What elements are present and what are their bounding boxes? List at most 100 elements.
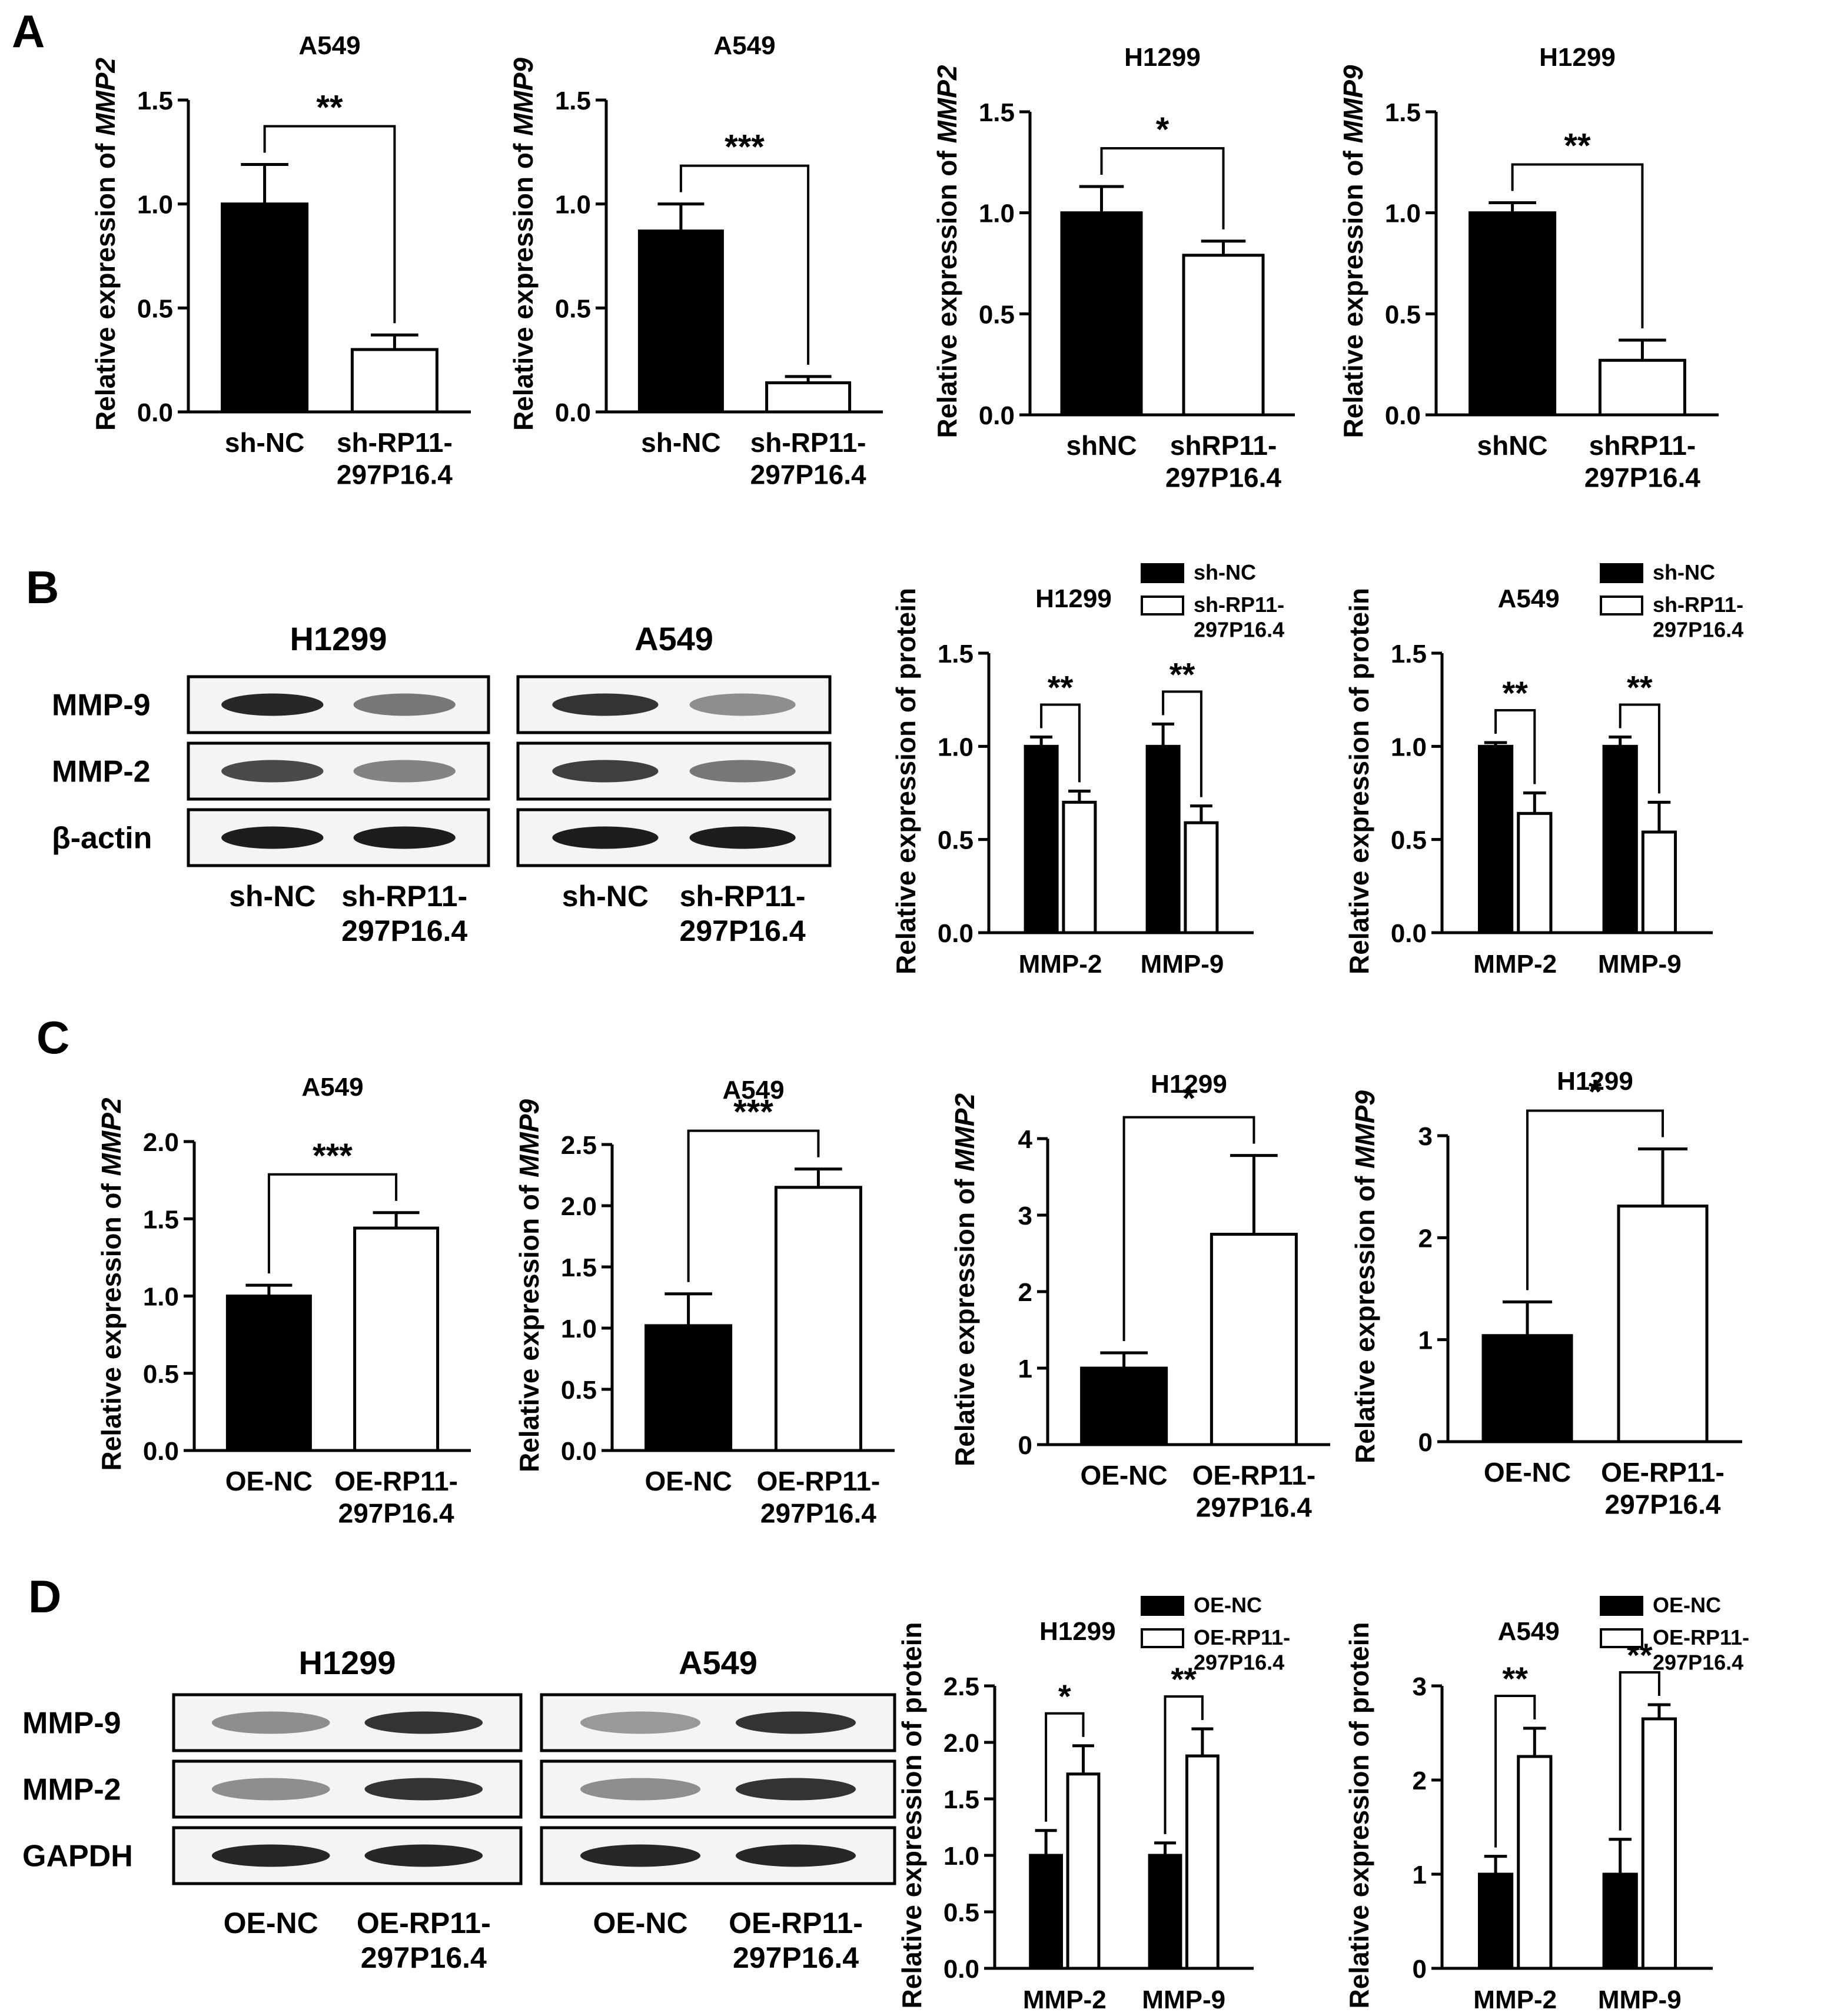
y-axis-label-gene: MMP9 — [1350, 1090, 1380, 1169]
bar — [1210, 1233, 1298, 1446]
legend-swatch — [1141, 1628, 1184, 1648]
blot-row-label: MMP-2 — [52, 755, 151, 789]
chart-title: H1299 — [1124, 43, 1201, 72]
y-tick-label: 1.0 — [555, 191, 591, 219]
protein-band — [364, 1778, 483, 1801]
y-tick-label: 0.5 — [555, 294, 591, 323]
significance-stars: ** — [1048, 669, 1074, 706]
y-tick-label: 1 — [1418, 1326, 1433, 1355]
western-blot-3: H1299 MMP-9 MMP-2 GAPDH OE-NC OE-RP11-297P16.… — [22, 1644, 523, 1974]
y-tick-label: 1.5 — [943, 1785, 979, 1814]
chart-title: H1299 — [1151, 1070, 1227, 1099]
protein-band — [689, 826, 796, 849]
x-tick-label-line: OE-RP11- — [757, 1466, 881, 1496]
y-tick-label: 1.5 — [1391, 640, 1427, 668]
y-axis-label: Relative expression of MMP2 — [90, 58, 121, 431]
legend-label: sh-RP11-297P16.4 — [1194, 593, 1284, 641]
y-tick-label: 3 — [1413, 1672, 1427, 1701]
legend-swatch — [1600, 1628, 1643, 1648]
significance-bracket — [1045, 1712, 1085, 1822]
y-tick-label: 1.5 — [938, 640, 974, 668]
y-tick-label: 0 — [1418, 1428, 1433, 1457]
legend-swatch — [1141, 563, 1184, 583]
blot-title: H1299 — [298, 1644, 396, 1681]
blot-lane-label: OE-RP11-297P16.4 — [729, 1907, 863, 1974]
y-tick-label: 2.5 — [561, 1131, 597, 1160]
x-tick-label: shNC — [1066, 430, 1137, 461]
y-tick-label: 1.5 — [979, 98, 1015, 127]
chart-12: 0 1 2 3 Relative expression of protein A549 **… — [1344, 1593, 1749, 2014]
significance-bracket — [1162, 690, 1202, 797]
blot-row-label: MMP-9 — [22, 1706, 121, 1741]
western-blot-2: A549 sh-NC sh-RP11-297P16.4 — [516, 620, 832, 947]
protein-band — [211, 1844, 330, 1867]
y-tick-label: 1.5 — [143, 1205, 179, 1234]
significance-stars: ** — [1502, 674, 1528, 711]
y-axis-label-gene: MMP2 — [96, 1097, 127, 1176]
significance-bracket — [687, 1129, 820, 1282]
y-tick-label: 0 — [1413, 1955, 1427, 1984]
significance-stars: * — [1156, 111, 1170, 149]
y-axis-label-prefix: Relative expression of — [90, 136, 121, 431]
significance-bracket — [1619, 703, 1660, 794]
protein-band — [736, 1711, 856, 1734]
significance-stars: ** — [316, 89, 343, 127]
significance-bracket — [1494, 709, 1536, 784]
y-tick-label: 1 — [1018, 1355, 1032, 1383]
y-tick-label: 2 — [1413, 1767, 1427, 1795]
legend-swatch — [1141, 596, 1184, 616]
y-axis-label-prefix: Relative expression of — [96, 1176, 127, 1471]
y-tick-label: 0.0 — [561, 1437, 597, 1466]
bar — [1641, 830, 1677, 934]
x-tick-label: MMP-2 — [1473, 1985, 1557, 2014]
x-tick-label: MMP-9 — [1141, 950, 1224, 979]
blot-lane-label: OE-RP11-297P16.4 — [357, 1907, 491, 1974]
blot-lane-label-line: sh-RP11- — [341, 880, 467, 913]
x-tick-label: sh-RP11-297P16.4 — [337, 427, 453, 490]
blot-row-label: β-actin — [52, 821, 152, 856]
significance-bracket — [1511, 163, 1644, 328]
protein-band — [736, 1844, 856, 1867]
chart-11: 0.0 0.5 1.0 1.5 2.0 2.5 Relative expression of… — [896, 1593, 1290, 2014]
bar — [1517, 811, 1553, 934]
significance-stars: * — [1058, 1678, 1071, 1715]
y-tick-label: 4 — [1018, 1125, 1033, 1154]
legend-label-line: 297P16.4 — [1194, 617, 1284, 641]
panel-label-a: A — [12, 5, 45, 57]
y-axis-label: Relative expression of MMP9 — [1338, 65, 1368, 438]
bar — [1602, 744, 1638, 934]
western-blot-4: A549 OE-NC OE-RP11-297P16.4 — [540, 1644, 896, 1974]
blot-lane-label-line: 297P16.4 — [341, 914, 467, 947]
x-tick-label: MMP-2 — [1019, 950, 1102, 979]
blot-lane-label: sh-RP11-297P16.4 — [680, 880, 806, 947]
x-tick-label-line: sh-RP11- — [750, 427, 866, 458]
protein-band — [353, 693, 456, 716]
y-tick-label: 0.5 — [561, 1376, 597, 1405]
legend-label-line: OE-RP11- — [1653, 1625, 1749, 1649]
protein-band — [353, 760, 456, 783]
significance-bracket — [267, 1173, 398, 1274]
x-tick-label: MMP-2 — [1473, 950, 1557, 979]
blot-lane-label: OE-NC — [224, 1907, 318, 1940]
y-tick-label: 1.0 — [561, 1315, 597, 1343]
bar — [1468, 211, 1557, 417]
chart-10: 0 1 2 3 Relative expression of MMP9 H1299 OE-N… — [1350, 1067, 1742, 1519]
y-tick-label: 1.5 — [561, 1253, 597, 1282]
y-axis-label-gene: MMP9 — [508, 58, 539, 136]
significance-stars: * — [1589, 1073, 1602, 1112]
bar — [1029, 1854, 1064, 1970]
x-tick-label-line: 297P16.4 — [760, 1498, 876, 1528]
y-tick-label: 1.5 — [555, 87, 591, 115]
chart-7: 0.0 0.5 1.0 1.5 2.0 Relative expression of MM… — [96, 1073, 471, 1528]
bar — [774, 1186, 862, 1452]
significance-bracket — [1100, 147, 1225, 229]
bar — [1060, 211, 1143, 417]
blot-title: A549 — [679, 1644, 757, 1681]
chart-title: A549 — [722, 1076, 784, 1105]
legend-label: OE-NC — [1194, 1593, 1262, 1617]
protein-band — [221, 693, 324, 716]
legend-label-line: 297P16.4 — [1653, 617, 1743, 641]
y-axis-label: Relative expression of protein — [896, 1622, 927, 2009]
y-tick-label: 1.0 — [943, 1842, 979, 1871]
bar — [1641, 1717, 1677, 1970]
